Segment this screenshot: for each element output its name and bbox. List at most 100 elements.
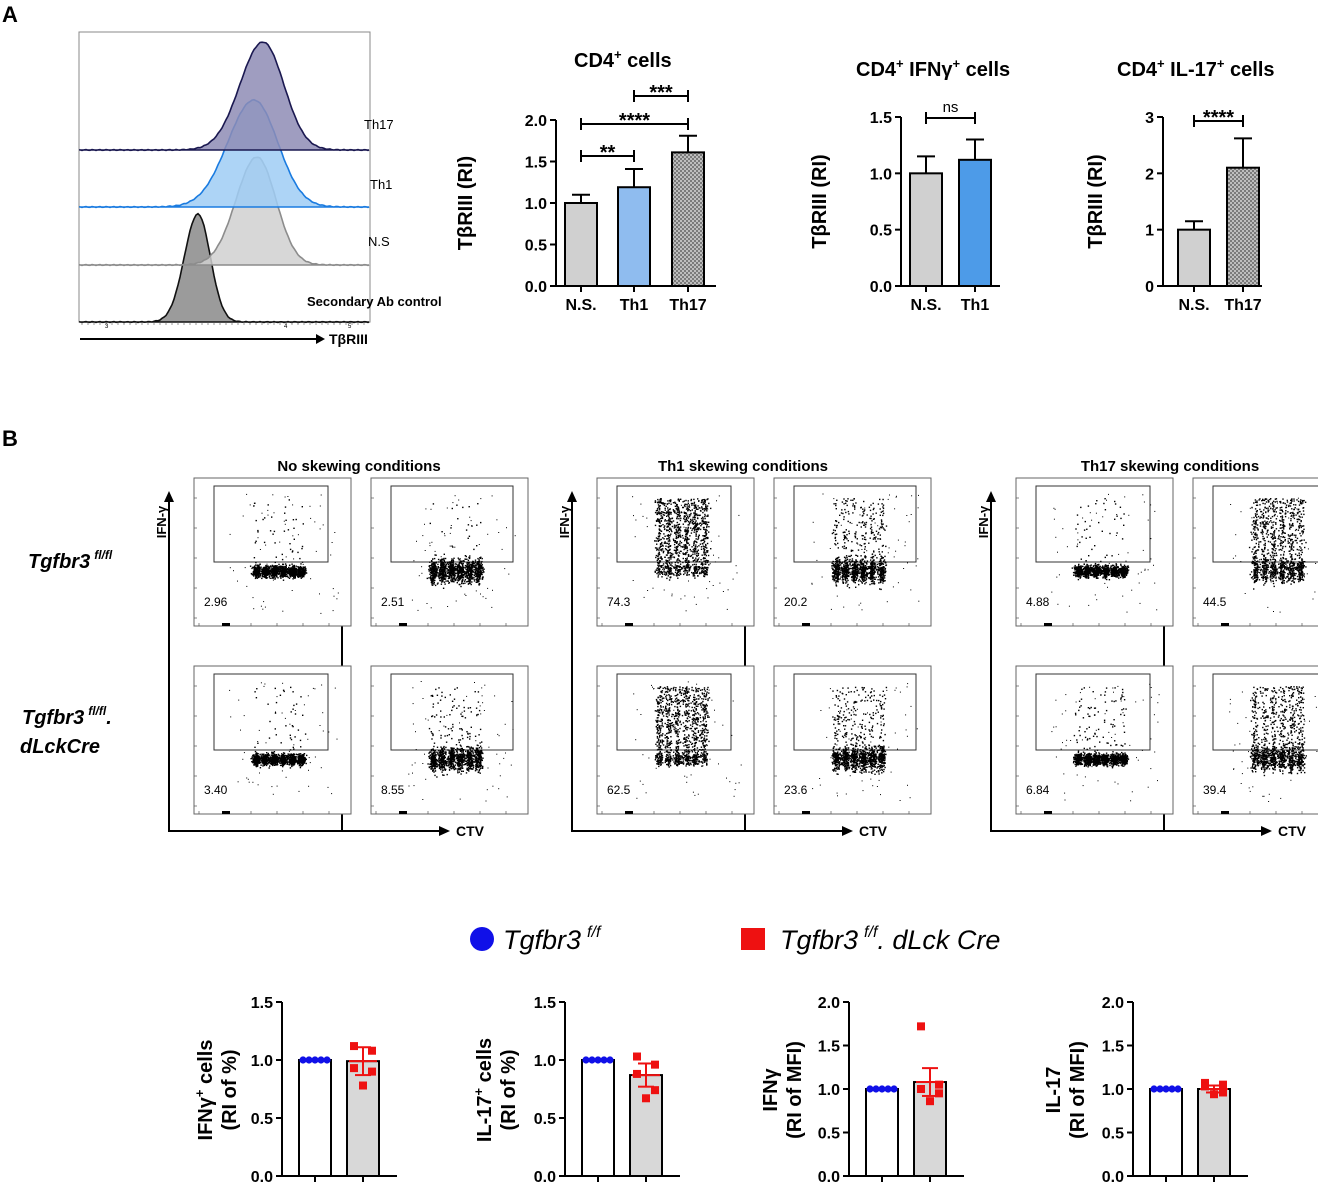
data-point	[1168, 1085, 1176, 1093]
flow-gate	[616, 485, 732, 563]
y-tick-label: 0.0	[251, 1169, 273, 1185]
y-tick-label: 0.5	[818, 1126, 840, 1143]
y-tick-label: 2.0	[818, 995, 840, 1012]
flow-plot: 39.4	[1192, 665, 1318, 815]
data-point	[588, 1056, 596, 1064]
data-point	[350, 1064, 358, 1073]
flow-percent-value: 39.4	[1203, 783, 1227, 797]
hist-axis-label: TβRIII	[329, 331, 368, 347]
ylabel-ifng-percent: IFNγ+ cells	[192, 1040, 217, 1141]
panel-label-a: A	[2, 2, 18, 27]
data-point	[935, 1080, 943, 1089]
flow-gate	[213, 673, 329, 751]
y-tick-label: 0.5	[525, 238, 547, 255]
data-point	[935, 1089, 943, 1098]
bar	[671, 151, 705, 287]
y-tick-label: 1.0	[534, 1053, 556, 1070]
data-point	[582, 1056, 590, 1064]
bar	[1197, 1088, 1231, 1177]
y-tick-label: 1.5	[525, 155, 547, 172]
significance-label: ***	[649, 82, 673, 104]
bar	[1149, 1088, 1183, 1177]
flow-gate	[1035, 673, 1151, 751]
flow-x-label: CTV	[456, 823, 485, 839]
hist-arrow-head	[316, 334, 325, 344]
chart-il17-percent: 0.0 0.5 1.0 1.5	[534, 995, 680, 1185]
y-tick-label: 0.5	[534, 1111, 556, 1128]
y-tick-label: 0.0	[870, 279, 892, 296]
y-tick-label: 1.5	[251, 995, 273, 1012]
data-point	[368, 1067, 376, 1076]
x-category-label: N.S.	[565, 297, 596, 314]
legend-marker-ko	[741, 928, 765, 950]
y-tick-label: 3	[1145, 110, 1154, 127]
ylabel-il17-mfi: IL-17	[1043, 1067, 1065, 1114]
y-tick-label: 1.0	[251, 1053, 273, 1070]
data-point	[1210, 1090, 1218, 1099]
data-point	[890, 1085, 898, 1093]
flow-plot: 74.3	[596, 477, 755, 627]
bar	[1226, 166, 1260, 287]
y-axis-label: TβRIII (RI)	[809, 154, 831, 248]
ylabel-ifng-mfi: IFNγ	[760, 1067, 782, 1111]
hist-label-th17: Th17	[364, 117, 394, 132]
flow-percent-value: 2.96	[204, 595, 228, 609]
flow-percent-value: 62.5	[607, 783, 631, 797]
y-tick-label: 0.0	[534, 1169, 556, 1185]
flow-plot: 62.5	[596, 665, 755, 815]
ylabel-ifng-percent-line2: (RI of %)	[219, 1049, 241, 1130]
flow-gate	[213, 485, 329, 563]
x-category-label: N.S.	[910, 297, 941, 314]
data-point	[594, 1056, 602, 1064]
bar	[581, 1059, 615, 1177]
legend-label-ko: Tgfbr3 f/f. dLck Cre	[780, 924, 1000, 955]
genotype-row2-line1: Tgfbr3 fl/fl.	[22, 704, 112, 729]
panel-label-b: B	[2, 426, 18, 451]
hist-label-th1: Th1	[370, 177, 392, 192]
condition-title-none: No skewing conditions	[277, 458, 440, 475]
y-tick-label: 1.0	[1102, 1082, 1124, 1099]
flow-percent-value: 2.51	[381, 595, 405, 609]
y-tick-label: 1.0	[525, 196, 547, 213]
histogram-layers	[79, 41, 370, 325]
chart-cd4-il17-cells: 0 1 2 3 N.S. Th17 **** TβRIII (RI)	[1085, 107, 1262, 314]
y-tick-label: 0.0	[525, 279, 547, 296]
y-tick-label: 1.5	[818, 1039, 840, 1056]
y-tick-label: 1.5	[870, 110, 892, 127]
chart-ifng-percent: 0.0 0.5 1.0 1.5	[251, 995, 397, 1185]
histogram-curve	[79, 98, 370, 209]
flow-percent-value: 74.3	[607, 595, 631, 609]
legend: Tgfbr3 f/f Tgfbr3 f/f. dLck Cre	[470, 924, 1000, 955]
data-point	[651, 1060, 659, 1069]
flow-plot: 23.6	[773, 665, 932, 815]
genotype-row2-line2: dLckCre	[20, 736, 100, 758]
significance-label: **	[600, 142, 616, 164]
chart-ifng-mfi: 0.0 0.5 1.0 1.5 2.0	[818, 995, 964, 1185]
y-tick-label: 1.0	[818, 1082, 840, 1099]
flow-plot: 44.5	[1192, 477, 1318, 627]
x-category-label: Th17	[1224, 297, 1261, 314]
flow-percent-value: 23.6	[784, 783, 808, 797]
hist-tick-label: 4	[284, 324, 288, 330]
flow-percent-value: 8.55	[381, 783, 405, 797]
ylabel-il17-mfi-line2: (RI of MFI)	[1067, 1041, 1089, 1139]
data-point	[866, 1085, 874, 1093]
data-point	[872, 1085, 880, 1093]
hist-label-secondary: Secondary Ab control	[307, 294, 442, 309]
hist-ticks: 3 4 5	[105, 324, 352, 330]
data-point	[299, 1056, 307, 1064]
data-point	[368, 1046, 376, 1055]
y-axis-label: TβRIII (RI)	[455, 156, 477, 250]
y-tick-label: 0.5	[1102, 1126, 1124, 1143]
data-point	[606, 1056, 614, 1064]
data-point	[1219, 1080, 1227, 1089]
flow-plot: 4.88	[1015, 477, 1174, 627]
data-point	[917, 1022, 925, 1031]
data-point	[1174, 1085, 1182, 1093]
flow-gate	[616, 673, 732, 751]
flow-y-label-ifng: IFN-γ	[557, 505, 572, 538]
y-tick-label: 0.0	[818, 1169, 840, 1185]
flow-y-label-ifng: IFN-γ	[976, 505, 991, 538]
data-point	[878, 1085, 886, 1093]
